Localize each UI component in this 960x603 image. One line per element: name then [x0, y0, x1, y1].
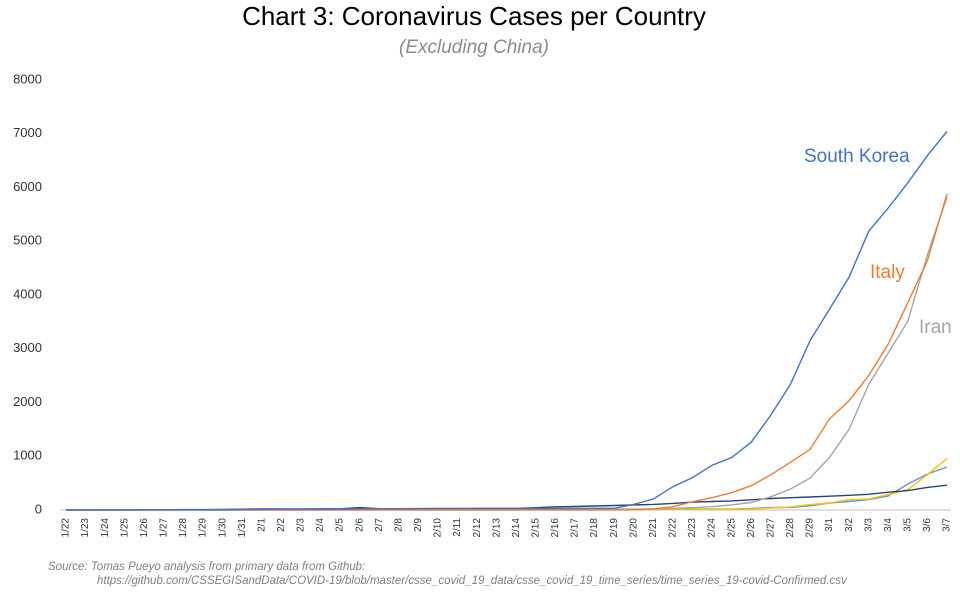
chart-subtitle: (Excluding China) [399, 37, 549, 58]
x-tick-label: 1/25 [119, 518, 130, 538]
series-line [66, 131, 948, 511]
x-tick-label: 2/12 [472, 518, 483, 538]
y-tick-label: 4000 [13, 286, 42, 301]
x-tick-label: 2/14 [511, 518, 522, 538]
x-tick-label: 2/15 [531, 518, 542, 538]
x-tick-label: 1/30 [217, 518, 228, 538]
x-tick-label: 2/29 [805, 518, 816, 538]
x-tick-label: 1/28 [178, 518, 189, 538]
x-tick-label: 2/18 [589, 518, 600, 538]
y-tick-label: 6000 [13, 179, 42, 194]
series-line [66, 458, 948, 511]
x-tick-label: 2/19 [609, 518, 620, 538]
source-note: Source: Tomas Pueyo analysis from primar… [48, 561, 365, 573]
x-tick-label: 2/2 [276, 518, 287, 532]
x-tick-label: 1/23 [80, 518, 91, 538]
x-tick-label: 2/8 [393, 518, 404, 532]
series-label: South Korea [804, 146, 910, 167]
chart-title: Chart 3: Coronavirus Cases per Country [242, 1, 706, 31]
x-tick-label: 2/26 [746, 518, 757, 538]
y-tick-label: 5000 [13, 233, 42, 248]
y-tick-label: 1000 [13, 448, 42, 463]
x-tick-label: 3/6 [922, 518, 933, 532]
x-tick-label: 3/5 [902, 518, 913, 532]
x-tick-label: 2/21 [648, 518, 659, 538]
series-line [66, 193, 948, 511]
x-tick-label: 2/22 [668, 518, 679, 538]
x-tick-label: 2/25 [726, 518, 737, 538]
x-tick-label: 1/22 [61, 518, 72, 538]
series-line [66, 196, 948, 511]
x-tick-label: 1/24 [100, 518, 111, 538]
series-label: Italy [870, 262, 905, 283]
y-tick-label: 8000 [13, 71, 42, 86]
series-line [66, 484, 948, 511]
source-url: https://github.com/CSSEGISandData/COVID-… [97, 575, 848, 587]
x-tick-label: 2/16 [550, 518, 561, 538]
x-tick-label: 2/4 [315, 518, 326, 532]
x-tick-label: 1/26 [139, 518, 150, 538]
x-tick-label: 2/11 [452, 518, 463, 537]
x-tick-label: 2/3 [296, 518, 307, 532]
x-tick-label: 2/13 [491, 518, 502, 538]
x-tick-label: 3/4 [883, 518, 894, 532]
y-tick-label: 0 [35, 501, 42, 516]
x-tick-label: 2/6 [354, 518, 365, 532]
x-tick-label: 2/24 [707, 518, 718, 538]
x-tick-label: 1/27 [159, 518, 170, 538]
y-tick-label: 2000 [13, 394, 42, 409]
x-tick-label: 1/31 [237, 518, 248, 538]
x-tick-label: 2/17 [570, 518, 581, 538]
x-tick-label: 3/7 [942, 518, 953, 532]
x-tick-label: 3/2 [844, 518, 855, 532]
x-tick-label: 2/5 [335, 518, 346, 532]
x-tick-label: 3/1 [824, 518, 835, 532]
x-tick-label: 2/9 [413, 518, 424, 532]
series-label: Iran [919, 317, 952, 338]
y-tick-label: 3000 [13, 340, 42, 355]
x-tick-label: 2/23 [687, 518, 698, 538]
x-tick-label: 2/20 [628, 518, 639, 538]
x-tick-label: 2/7 [374, 518, 385, 532]
x-tick-label: 1/29 [198, 518, 209, 538]
y-tick-label: 7000 [13, 125, 42, 140]
x-tick-label: 3/3 [863, 518, 874, 532]
x-tick-label: 2/1 [256, 518, 267, 532]
x-tick-label: 2/10 [433, 518, 444, 538]
x-tick-label: 2/28 [785, 518, 796, 538]
x-tick-label: 2/27 [765, 518, 776, 538]
